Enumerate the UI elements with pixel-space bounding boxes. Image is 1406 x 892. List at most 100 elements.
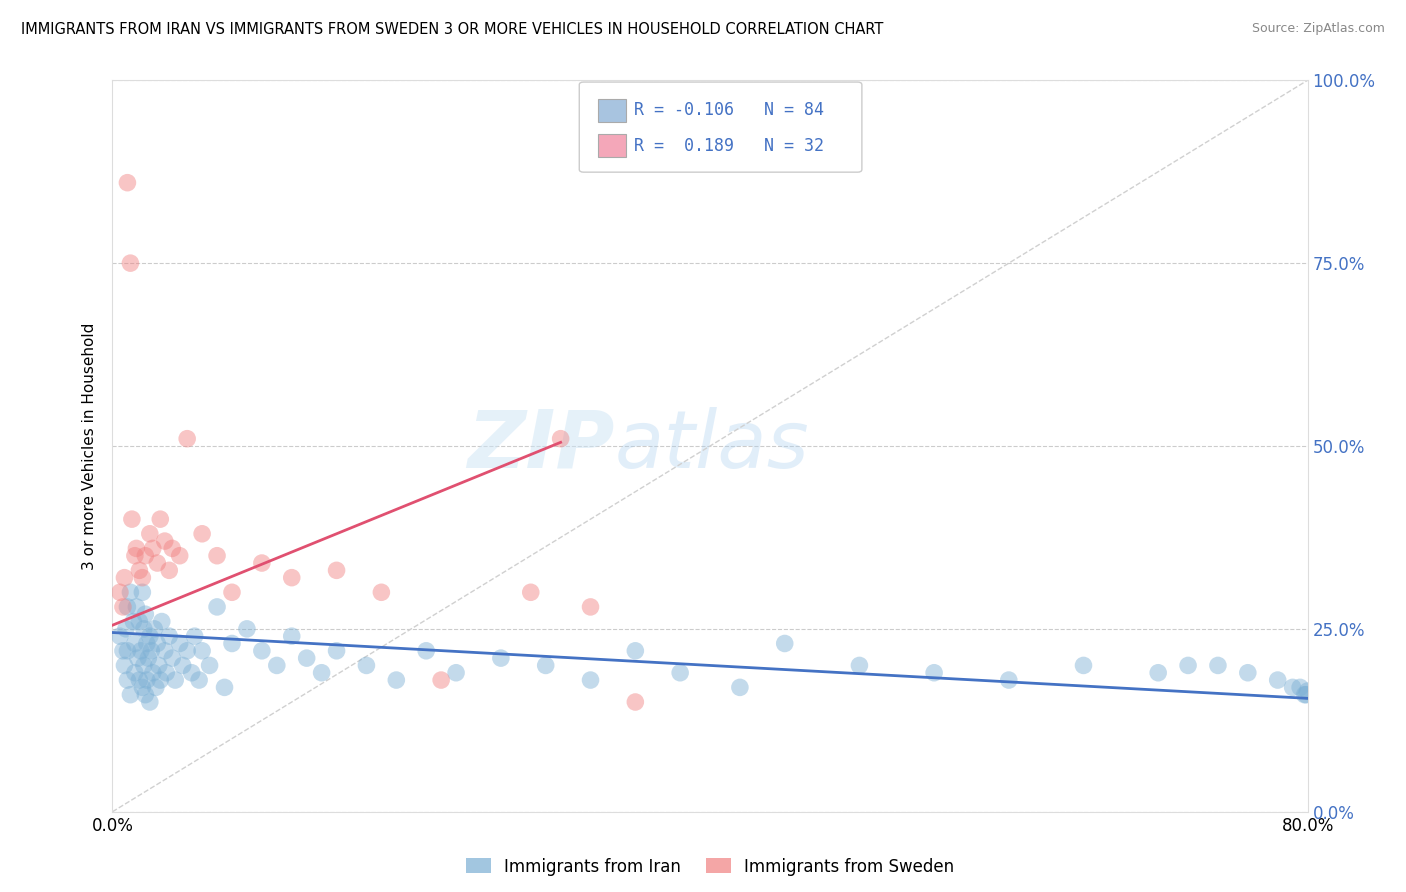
Point bbox=[114, 571, 135, 585]
Point bbox=[108, 585, 131, 599]
Point bbox=[183, 629, 205, 643]
Point bbox=[1289, 681, 1312, 695]
Point bbox=[128, 673, 150, 687]
Point bbox=[169, 549, 191, 563]
Point bbox=[145, 681, 167, 695]
Point bbox=[148, 658, 170, 673]
Point bbox=[1294, 688, 1316, 702]
Point bbox=[132, 622, 155, 636]
Point bbox=[165, 673, 187, 687]
Y-axis label: 3 or more Vehicles in Household: 3 or more Vehicles in Household bbox=[82, 322, 97, 570]
Point bbox=[214, 681, 236, 695]
Point bbox=[624, 695, 647, 709]
Point bbox=[124, 549, 146, 563]
Point bbox=[281, 571, 304, 585]
Point bbox=[550, 432, 572, 446]
Point bbox=[221, 585, 243, 599]
Text: atlas: atlas bbox=[614, 407, 810, 485]
Text: R = -0.106   N = 84: R = -0.106 N = 84 bbox=[634, 101, 824, 120]
Point bbox=[1296, 684, 1319, 698]
Point bbox=[138, 651, 160, 665]
Point bbox=[111, 599, 134, 614]
Point bbox=[250, 644, 273, 658]
Point bbox=[534, 658, 557, 673]
Point bbox=[385, 673, 408, 687]
Point bbox=[191, 644, 214, 658]
Point bbox=[325, 644, 347, 658]
Point bbox=[131, 681, 153, 695]
Point bbox=[153, 534, 176, 549]
Point bbox=[139, 695, 162, 709]
Point bbox=[624, 644, 647, 658]
Point bbox=[430, 673, 453, 687]
Point bbox=[149, 512, 172, 526]
Point bbox=[120, 256, 142, 270]
Point bbox=[125, 541, 148, 556]
Point bbox=[1206, 658, 1229, 673]
Point bbox=[120, 585, 142, 599]
Point bbox=[115, 622, 138, 636]
Point bbox=[266, 658, 288, 673]
Point bbox=[1281, 681, 1303, 695]
Point bbox=[108, 629, 131, 643]
Point bbox=[728, 681, 751, 695]
Point bbox=[139, 526, 162, 541]
Point bbox=[117, 176, 139, 190]
Point bbox=[415, 644, 437, 658]
Point bbox=[127, 651, 149, 665]
Point bbox=[250, 556, 273, 570]
Point bbox=[124, 636, 146, 650]
Point bbox=[117, 673, 139, 687]
Point bbox=[1295, 688, 1317, 702]
Text: R =  0.189   N = 32: R = 0.189 N = 32 bbox=[634, 136, 824, 154]
Point bbox=[1237, 665, 1260, 680]
Point bbox=[169, 636, 191, 650]
Legend: Immigrants from Iran, Immigrants from Sweden: Immigrants from Iran, Immigrants from Sw… bbox=[457, 849, 963, 884]
Point bbox=[143, 622, 166, 636]
Point bbox=[188, 673, 211, 687]
Point bbox=[142, 665, 165, 680]
Point bbox=[132, 658, 155, 673]
Point bbox=[146, 636, 169, 650]
Point bbox=[325, 563, 347, 577]
Point bbox=[579, 599, 602, 614]
Point bbox=[191, 526, 214, 541]
Point bbox=[141, 644, 163, 658]
Point bbox=[176, 432, 198, 446]
Point bbox=[128, 615, 150, 629]
Point bbox=[153, 644, 176, 658]
Point bbox=[142, 541, 165, 556]
Point bbox=[120, 688, 142, 702]
Point bbox=[295, 651, 318, 665]
Point bbox=[848, 658, 870, 673]
Point bbox=[146, 556, 169, 570]
Point bbox=[1147, 665, 1170, 680]
Point bbox=[131, 571, 153, 585]
Point bbox=[198, 658, 221, 673]
Point bbox=[134, 549, 156, 563]
Point bbox=[117, 644, 139, 658]
Point bbox=[520, 585, 543, 599]
Point bbox=[221, 636, 243, 650]
Point bbox=[117, 599, 139, 614]
Point bbox=[162, 541, 183, 556]
Point bbox=[311, 665, 333, 680]
Point bbox=[444, 665, 467, 680]
Text: IMMIGRANTS FROM IRAN VS IMMIGRANTS FROM SWEDEN 3 OR MORE VEHICLES IN HOUSEHOLD C: IMMIGRANTS FROM IRAN VS IMMIGRANTS FROM … bbox=[21, 22, 883, 37]
Point bbox=[176, 644, 198, 658]
Point bbox=[149, 673, 172, 687]
Point bbox=[205, 599, 228, 614]
Point bbox=[111, 644, 134, 658]
Point bbox=[489, 651, 512, 665]
Text: ZIP: ZIP bbox=[467, 407, 614, 485]
Point bbox=[122, 615, 145, 629]
Point bbox=[150, 615, 173, 629]
Point bbox=[139, 629, 162, 643]
Point bbox=[125, 599, 148, 614]
Point bbox=[135, 673, 157, 687]
Point bbox=[370, 585, 392, 599]
Point bbox=[157, 629, 180, 643]
Point bbox=[1073, 658, 1095, 673]
Point bbox=[281, 629, 304, 643]
Point bbox=[922, 665, 945, 680]
